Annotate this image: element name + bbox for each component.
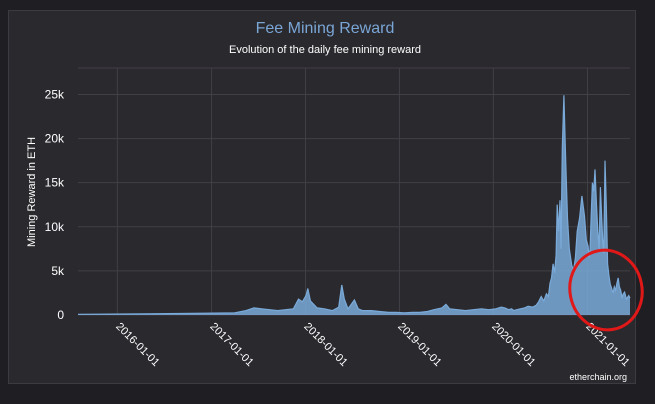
- y-tick-label: 20k: [45, 132, 65, 146]
- y-tick-label: 25k: [45, 87, 65, 101]
- series-area: [78, 95, 630, 315]
- grid-layer: [78, 67, 630, 316]
- x-tick-label: 2017-01-01: [207, 321, 255, 369]
- y-tick-label: 0: [57, 308, 64, 322]
- y-axis-label: Mining Reward in ETH: [26, 137, 38, 247]
- y-tick-label: 15k: [45, 176, 65, 190]
- y-tick-label: 5k: [51, 264, 65, 278]
- highlight-circle: [568, 248, 644, 332]
- credit-text: etherchain.org: [569, 372, 627, 382]
- chart-subtitle: Evolution of the daily fee mining reward: [229, 44, 421, 56]
- x-tick-label: 2021-01-01: [583, 321, 631, 369]
- series-line: [77, 95, 631, 315]
- chart-frame: [8, 10, 636, 384]
- y-tick-label: 10k: [45, 220, 65, 234]
- y-tick-labels: 0 5k 10k 15k 20k 25k: [45, 87, 65, 322]
- x-tick-labels: 2016-01-01 2017-01-01 2018-01-01 2019-01-01…: [113, 321, 631, 369]
- x-tick-label: 2019-01-01: [395, 321, 443, 369]
- x-tick-label: 2016-01-01: [113, 321, 161, 369]
- x-tick-label: 2020-01-01: [489, 321, 537, 369]
- chart-title: Fee Mining Reward: [256, 20, 395, 37]
- x-tick-label: 2018-01-01: [301, 321, 349, 369]
